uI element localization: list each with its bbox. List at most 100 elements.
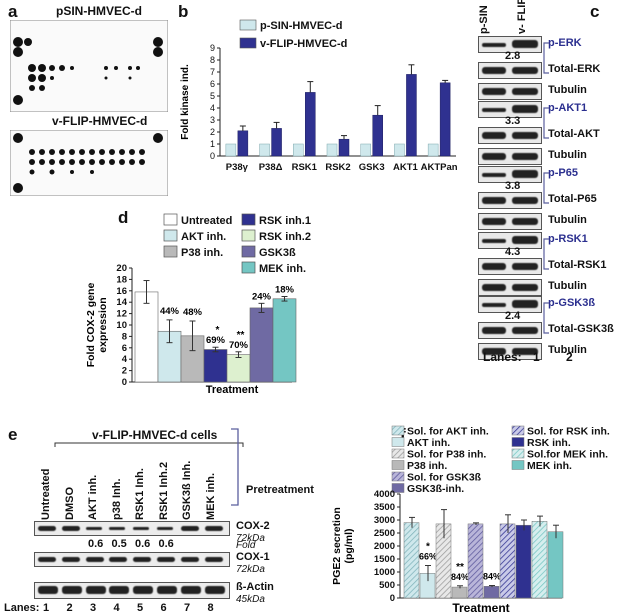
blot-band <box>133 557 152 562</box>
panel-e-lane-header: RSK1 Inh. <box>134 468 146 520</box>
chart-f-legend-swatch <box>511 460 525 470</box>
chart-b-category-label: GSK3 <box>359 162 385 173</box>
chart-b-ytick-label: 1 <box>210 139 215 149</box>
chart-f-bar <box>531 521 548 599</box>
panel-e-lane-number: 7 <box>184 602 191 614</box>
chart-d-ylabel-line2: expression <box>97 297 109 352</box>
blot-band <box>38 557 56 562</box>
blot-band <box>61 557 80 562</box>
blot-band <box>512 284 538 291</box>
chart-d-bar <box>226 354 251 383</box>
panel-e-row-name: ß-Actin <box>236 581 274 593</box>
panel-c-phospho-label: p-AKT1 <box>548 102 588 114</box>
chart-d-bar <box>249 307 274 383</box>
blot-band <box>482 88 506 95</box>
blot-band <box>512 236 538 244</box>
chart-b-legend-label: p-SIN-HMVEC-d <box>260 20 343 32</box>
panel-c-phospho-blot <box>478 232 542 249</box>
chart-b-ytick-label: 4 <box>210 103 215 113</box>
chart-b-category-label: RSK2 <box>325 162 350 173</box>
chart-f-legend-label: RSK inh. <box>527 437 571 449</box>
chart-d-legend-swatch <box>241 245 256 258</box>
panel-c-total-label: Total-P65 <box>548 193 597 205</box>
chart-b-category-label: AKT1 <box>393 162 419 173</box>
blot-band <box>180 526 199 531</box>
chart-f: Sol. for AKT inh.AKT inh.Sol. for P38 in… <box>331 425 610 615</box>
panel-c-fold-value: 4.3 <box>505 246 521 258</box>
blot-band <box>61 586 82 594</box>
panel-c-total-blot <box>478 322 542 339</box>
panel-e-row-kda: 72kDa <box>236 533 265 544</box>
array-blot-bottom <box>9 129 169 197</box>
panel-e-row-kda: 45kDa <box>236 594 265 605</box>
panel-a-label: a <box>8 2 18 21</box>
chart-d-legend-label: GSK3ß <box>259 247 296 259</box>
blot-band <box>512 105 538 113</box>
panel-a-bottom-title: v-FLIP-HMVEC-d <box>52 114 148 128</box>
chart-f-legend-swatch <box>391 483 405 493</box>
panel-c-label: c <box>590 2 600 21</box>
blot-band <box>482 173 506 177</box>
blot-band <box>85 557 104 562</box>
panel-e-title-bracket <box>54 442 244 447</box>
chart-f-legend-swatch <box>391 437 405 447</box>
panel-e-lane-header: DMSO <box>63 487 76 520</box>
panel-c-tubulin-blot <box>478 213 542 230</box>
chart-f-legend-swatch <box>391 448 405 459</box>
chart-f-significance: * <box>426 542 430 553</box>
chart-d-significance: ** <box>237 330 245 341</box>
chart-b-bar-psin <box>360 143 371 157</box>
chart-d-ytick-label: 14 <box>116 297 127 308</box>
chart-d-ytick-label: 12 <box>116 309 127 320</box>
chart-d-legend-swatch <box>241 213 256 226</box>
blot-band <box>482 132 506 139</box>
chart-f-legend-swatch <box>391 425 405 436</box>
blot-band <box>482 108 506 112</box>
panel-e-label: e <box>8 425 18 444</box>
chart-b-ylabel: Fold kinase ind. <box>180 64 191 140</box>
blot-band <box>482 263 506 270</box>
blot-band <box>204 526 223 531</box>
panel-c-phospho-blot <box>478 296 542 313</box>
panel-b-label: b <box>178 2 189 21</box>
panel-e-row-name: COX-2 <box>236 520 270 532</box>
chart-d-legend-swatch <box>241 229 256 242</box>
chart-f-bar <box>515 524 532 599</box>
chart-d-ytick-label: 2 <box>122 366 127 377</box>
panel-c-bracket <box>543 302 549 334</box>
panel-c-tubulin-label: Tubulin <box>548 149 587 161</box>
panel-c-phospho-label: p-ERK <box>548 37 582 49</box>
chart-b-ytick-label: 7 <box>210 67 215 77</box>
panel-e-pretreatment: Pretreatment <box>246 484 314 496</box>
chart-d-legend-label: AKT inh. <box>181 231 226 243</box>
panel-c-total-label: Total-RSK1 <box>548 259 607 271</box>
panel-c-fold-value: 3.3 <box>505 115 521 127</box>
chart-f-legend-label: GSK3ß-inh. <box>407 483 464 495</box>
blot-band <box>482 303 506 307</box>
chart-f-legend-swatch <box>391 471 405 482</box>
panel-c-tubulin-blot <box>478 83 542 100</box>
panel-c-phospho-blot <box>478 166 542 183</box>
chart-f-bar <box>499 523 516 599</box>
panel-c-tubulin-label: Tubulin <box>548 280 587 292</box>
panel-c-col-label-2: v- FLIP <box>516 0 528 34</box>
chart-b-ytick-label: 2 <box>210 127 215 137</box>
chart-b-bar-vflip <box>439 82 451 157</box>
chart-b-category-label: RSK1 <box>292 162 318 173</box>
panel-e-lane-header: AKT inh. <box>87 474 99 520</box>
chart-d-legend-swatch <box>241 261 256 274</box>
chart-f-legend-label: Sol. for GSK3ß <box>407 472 482 484</box>
blot-band <box>482 153 506 160</box>
chart-d-annotation: 18% <box>275 285 295 296</box>
blot-band <box>482 348 506 355</box>
chart-f-annotation: 66% <box>419 552 437 562</box>
panel-e-lane-number: 2 <box>66 602 73 614</box>
chart-b-bar-psin <box>259 143 270 157</box>
panel-c-total-blot <box>478 127 542 144</box>
blot-band <box>109 557 128 562</box>
blot-band <box>512 327 538 334</box>
chart-f-legend-swatch <box>511 425 525 436</box>
panel-c-fold-value: 3.8 <box>505 180 521 192</box>
blot-band <box>482 218 506 225</box>
chart-b-bar-vflip <box>406 74 417 157</box>
